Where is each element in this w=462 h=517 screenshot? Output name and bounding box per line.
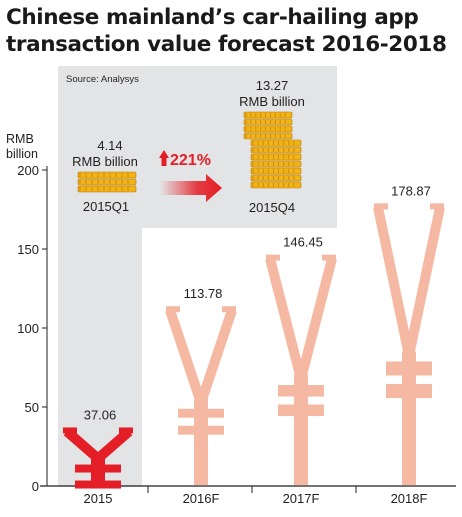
y-ticks: 0 50 100 150 200 (17, 163, 47, 494)
inset-to-unit: RMB billion (239, 94, 305, 109)
data-label: 146.45 (283, 235, 323, 250)
bars: 37.06 113.78 146.45 178.87 (63, 183, 445, 489)
data-label: 178.87 (391, 183, 431, 198)
inset-from-unit: RMB billion (72, 154, 138, 169)
y-tick-label: 200 (17, 163, 39, 178)
gold-coin-stack-icon (77, 171, 137, 193)
y-tick-label: 50 (25, 400, 39, 415)
growth-label: 221% (170, 152, 211, 169)
inset-to-value: 13.27 (256, 78, 289, 93)
source-label: Source: Analysys (66, 74, 139, 85)
y-tick-label: 150 (17, 242, 39, 257)
bar-2016f (165, 306, 237, 485)
up-arrow-icon (159, 150, 169, 166)
x-tick-label: 2018F (391, 491, 428, 506)
y-axis-label-line1: RMB (6, 132, 34, 146)
inset-from-period: 2015Q1 (83, 199, 129, 214)
y-tick-label: 100 (17, 321, 39, 336)
bar-2017f (265, 254, 337, 485)
bar-2015 (63, 427, 133, 489)
y-axis-label-line2: billion (6, 147, 38, 161)
y-tick-label: 0 (32, 479, 39, 494)
data-label: 113.78 (184, 286, 223, 301)
inset-to-period: 2015Q4 (249, 200, 295, 215)
chart-title: Chinese mainland’s car-hailing app trans… (6, 5, 447, 57)
inset-from-value: 4.14 (97, 138, 122, 153)
right-arrow-icon (160, 174, 222, 202)
data-label: 37.06 (84, 407, 117, 422)
x-tick-label: 2017F (283, 491, 320, 506)
x-tick-label: 2016F (183, 491, 220, 506)
x-ticks: 2015 2016F 2017F 2018F (84, 486, 428, 506)
gold-coin-stack-icon (243, 111, 302, 189)
x-tick-label: 2015 (84, 491, 113, 506)
inset-comparison: 4.14 RMB billion 2015Q1 221% 13.27 RMB b… (72, 78, 305, 215)
bar-2018f (373, 203, 445, 485)
